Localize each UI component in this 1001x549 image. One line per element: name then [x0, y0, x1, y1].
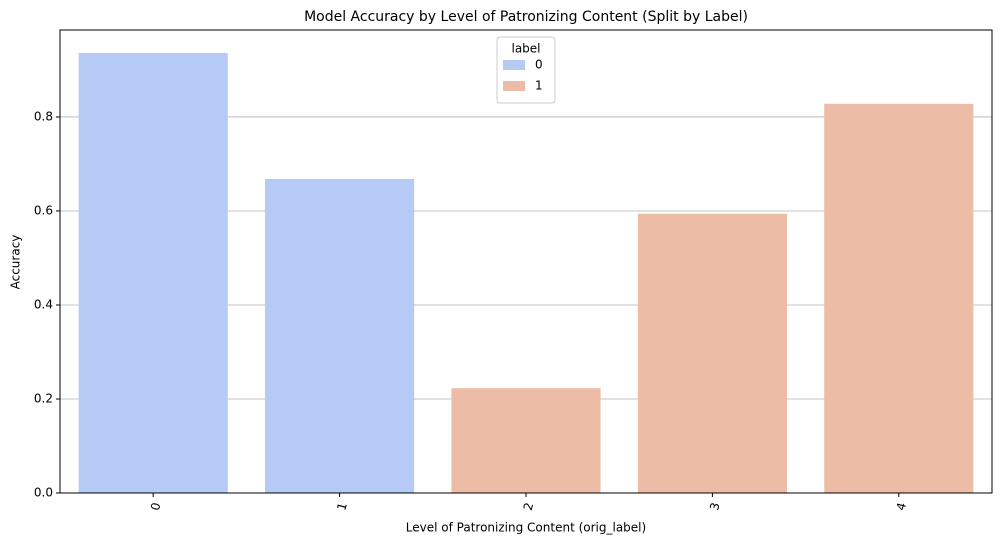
- legend-swatch: [503, 81, 525, 91]
- y-tick-label: 0.2: [34, 391, 53, 405]
- y-tick-label: 0.8: [34, 109, 53, 123]
- y-tick-label: 0.4: [34, 297, 53, 311]
- legend-title: label: [511, 42, 540, 56]
- bar: [824, 103, 974, 493]
- y-tick-label: 0.6: [34, 203, 53, 217]
- x-tick-label: 0: [148, 501, 164, 512]
- legend-label: 0: [535, 58, 543, 72]
- x-tick-label: 4: [894, 501, 910, 512]
- x-tick-label: 1: [334, 501, 350, 512]
- bar: [637, 213, 787, 493]
- chart-title: Model Accuracy by Level of Patronizing C…: [304, 9, 748, 25]
- plot-frame: [59, 29, 993, 494]
- x-axis-label: Level of Patronizing Content (orig_label…: [406, 521, 646, 535]
- legend-label: 1: [535, 79, 543, 93]
- x-tick-label: 2: [521, 501, 537, 512]
- y-axis-label: Accuracy: [9, 235, 23, 290]
- bar: [451, 388, 601, 493]
- legend-swatch: [503, 60, 525, 70]
- x-tick-label: 3: [707, 501, 723, 512]
- bar: [265, 179, 415, 493]
- bar: [78, 53, 228, 494]
- y-tick-label: 0.0: [34, 486, 53, 500]
